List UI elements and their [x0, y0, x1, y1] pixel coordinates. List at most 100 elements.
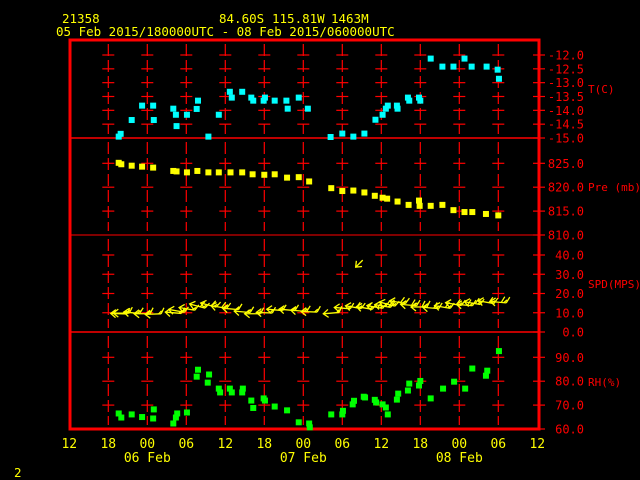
y-tick-label: -13.5 — [548, 90, 584, 104]
wind-arrow — [344, 301, 366, 312]
rh-point — [427, 395, 434, 402]
wind-arrow-head — [300, 307, 307, 317]
y-tick-label: 60.0 — [555, 423, 584, 437]
rh-point — [416, 382, 422, 389]
wind-arrow-shaft — [490, 300, 507, 304]
wind-barb — [306, 305, 311, 312]
wind-barb — [438, 302, 443, 309]
rh-point — [379, 401, 386, 408]
wind-barb — [294, 304, 300, 311]
wind-arrow-head — [221, 304, 229, 314]
wind-arrow — [133, 307, 154, 319]
pressure-point — [394, 198, 401, 205]
pressure-point — [150, 164, 157, 171]
temperature-point — [226, 88, 233, 95]
wind-barb — [226, 302, 232, 309]
rh-point — [248, 397, 255, 404]
pressure-point — [306, 178, 313, 185]
rh-point — [306, 424, 313, 431]
panel-ylabel: RH(%) — [588, 376, 621, 389]
wind-arrow-head — [489, 297, 497, 307]
wind-arrow-shaft — [165, 311, 182, 315]
rh-point — [128, 411, 135, 418]
rh-point — [417, 377, 424, 384]
date-label: 08 Feb — [436, 451, 483, 466]
rh-point — [139, 414, 146, 421]
rh-point — [382, 404, 389, 411]
pressure-point — [271, 171, 278, 178]
temperature-point — [406, 97, 413, 104]
wind-barb — [249, 306, 255, 313]
pressure-point — [295, 174, 302, 181]
temperature-point — [215, 111, 222, 118]
temperature-point — [450, 63, 457, 70]
pressure-point — [361, 189, 368, 196]
wind-barb — [247, 309, 252, 313]
wind-arrow-head — [365, 301, 373, 311]
wind-barb — [204, 302, 211, 309]
wind-arrow-head — [109, 309, 117, 319]
pressure-point — [139, 163, 146, 170]
rh-point — [239, 385, 246, 392]
pressure-point — [350, 187, 357, 194]
wind-barb — [416, 299, 421, 307]
pressure-point — [239, 169, 246, 176]
pressure-point — [284, 174, 291, 181]
rh-point — [174, 410, 181, 417]
wind-barb — [404, 297, 410, 304]
wind-arrow — [354, 259, 364, 268]
station-id: 21358 — [62, 11, 100, 26]
wind-arrow-shaft — [234, 310, 251, 314]
rh-point — [351, 397, 357, 404]
wind-arrow-shaft — [456, 303, 473, 307]
rh-point — [195, 366, 201, 373]
rh-point — [328, 411, 335, 418]
wind-arrow-head — [167, 305, 175, 315]
temperature-point — [384, 102, 391, 109]
x-tick-label: 06 — [178, 437, 194, 452]
temperature-point — [173, 123, 180, 130]
wind-arrow-head — [122, 307, 130, 317]
wind-arrow-shaft — [168, 308, 185, 313]
y-tick-label: -15.0 — [548, 132, 584, 146]
wind-arrow-shaft — [355, 259, 364, 268]
y-tick-label: -12.0 — [548, 49, 584, 63]
temperature-point — [427, 55, 434, 62]
rh-point — [384, 411, 391, 418]
temperature-point — [193, 105, 200, 112]
x-tick-label: 06 — [334, 437, 350, 452]
rh-point — [206, 371, 213, 378]
pressure-point — [328, 185, 335, 192]
rh-point — [339, 411, 346, 418]
x-tick-label: 18 — [256, 437, 272, 452]
rh-point — [404, 387, 411, 394]
rh-point — [239, 389, 246, 396]
rh-point — [362, 394, 369, 401]
pressure-point — [128, 162, 135, 169]
y-tick-label: 10.0 — [555, 306, 584, 320]
temperature-point — [439, 63, 446, 70]
wind-barb — [426, 300, 431, 308]
wind-arrow — [144, 307, 165, 319]
wind-barb — [488, 296, 494, 304]
rh-point — [339, 407, 346, 414]
wind-arrow-head — [399, 300, 407, 310]
pressure-point — [405, 201, 412, 208]
wind-barb — [411, 299, 416, 306]
wind-barb — [147, 310, 152, 315]
panel-ylabel: Pre (mb) — [588, 181, 640, 194]
temperature-point — [283, 97, 290, 104]
y-tick-label: -14.0 — [548, 104, 584, 118]
wind-arrow — [233, 306, 255, 316]
wind-barb — [221, 301, 227, 308]
rh-point — [204, 379, 211, 386]
wind-arrow-shaft — [145, 313, 162, 316]
date-label: 07 Feb — [280, 451, 327, 466]
wind-arrow-shaft — [301, 310, 318, 313]
station-elevation: 1463M — [331, 11, 369, 26]
rh-point — [469, 365, 476, 372]
temperature-point — [304, 105, 311, 112]
rh-point — [228, 389, 235, 396]
temperature-point — [172, 111, 179, 118]
y-tick-label: 80.0 — [555, 375, 584, 389]
